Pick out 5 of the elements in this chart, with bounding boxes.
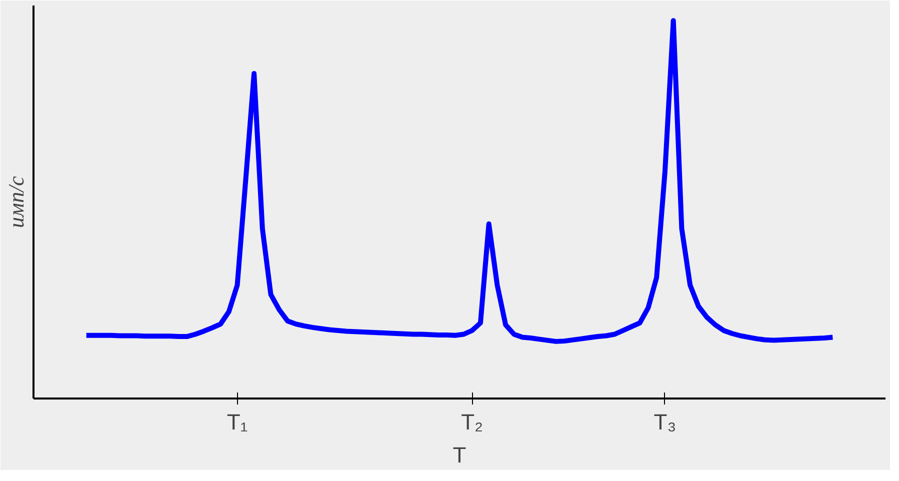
x-tick-label: T₁ <box>226 410 248 434</box>
x-tick-label: T₂ <box>461 410 484 434</box>
x-axis-title: T <box>452 442 466 468</box>
x-tick-label: T₃ <box>654 410 676 434</box>
y-axis-title: имп/с <box>4 176 28 228</box>
